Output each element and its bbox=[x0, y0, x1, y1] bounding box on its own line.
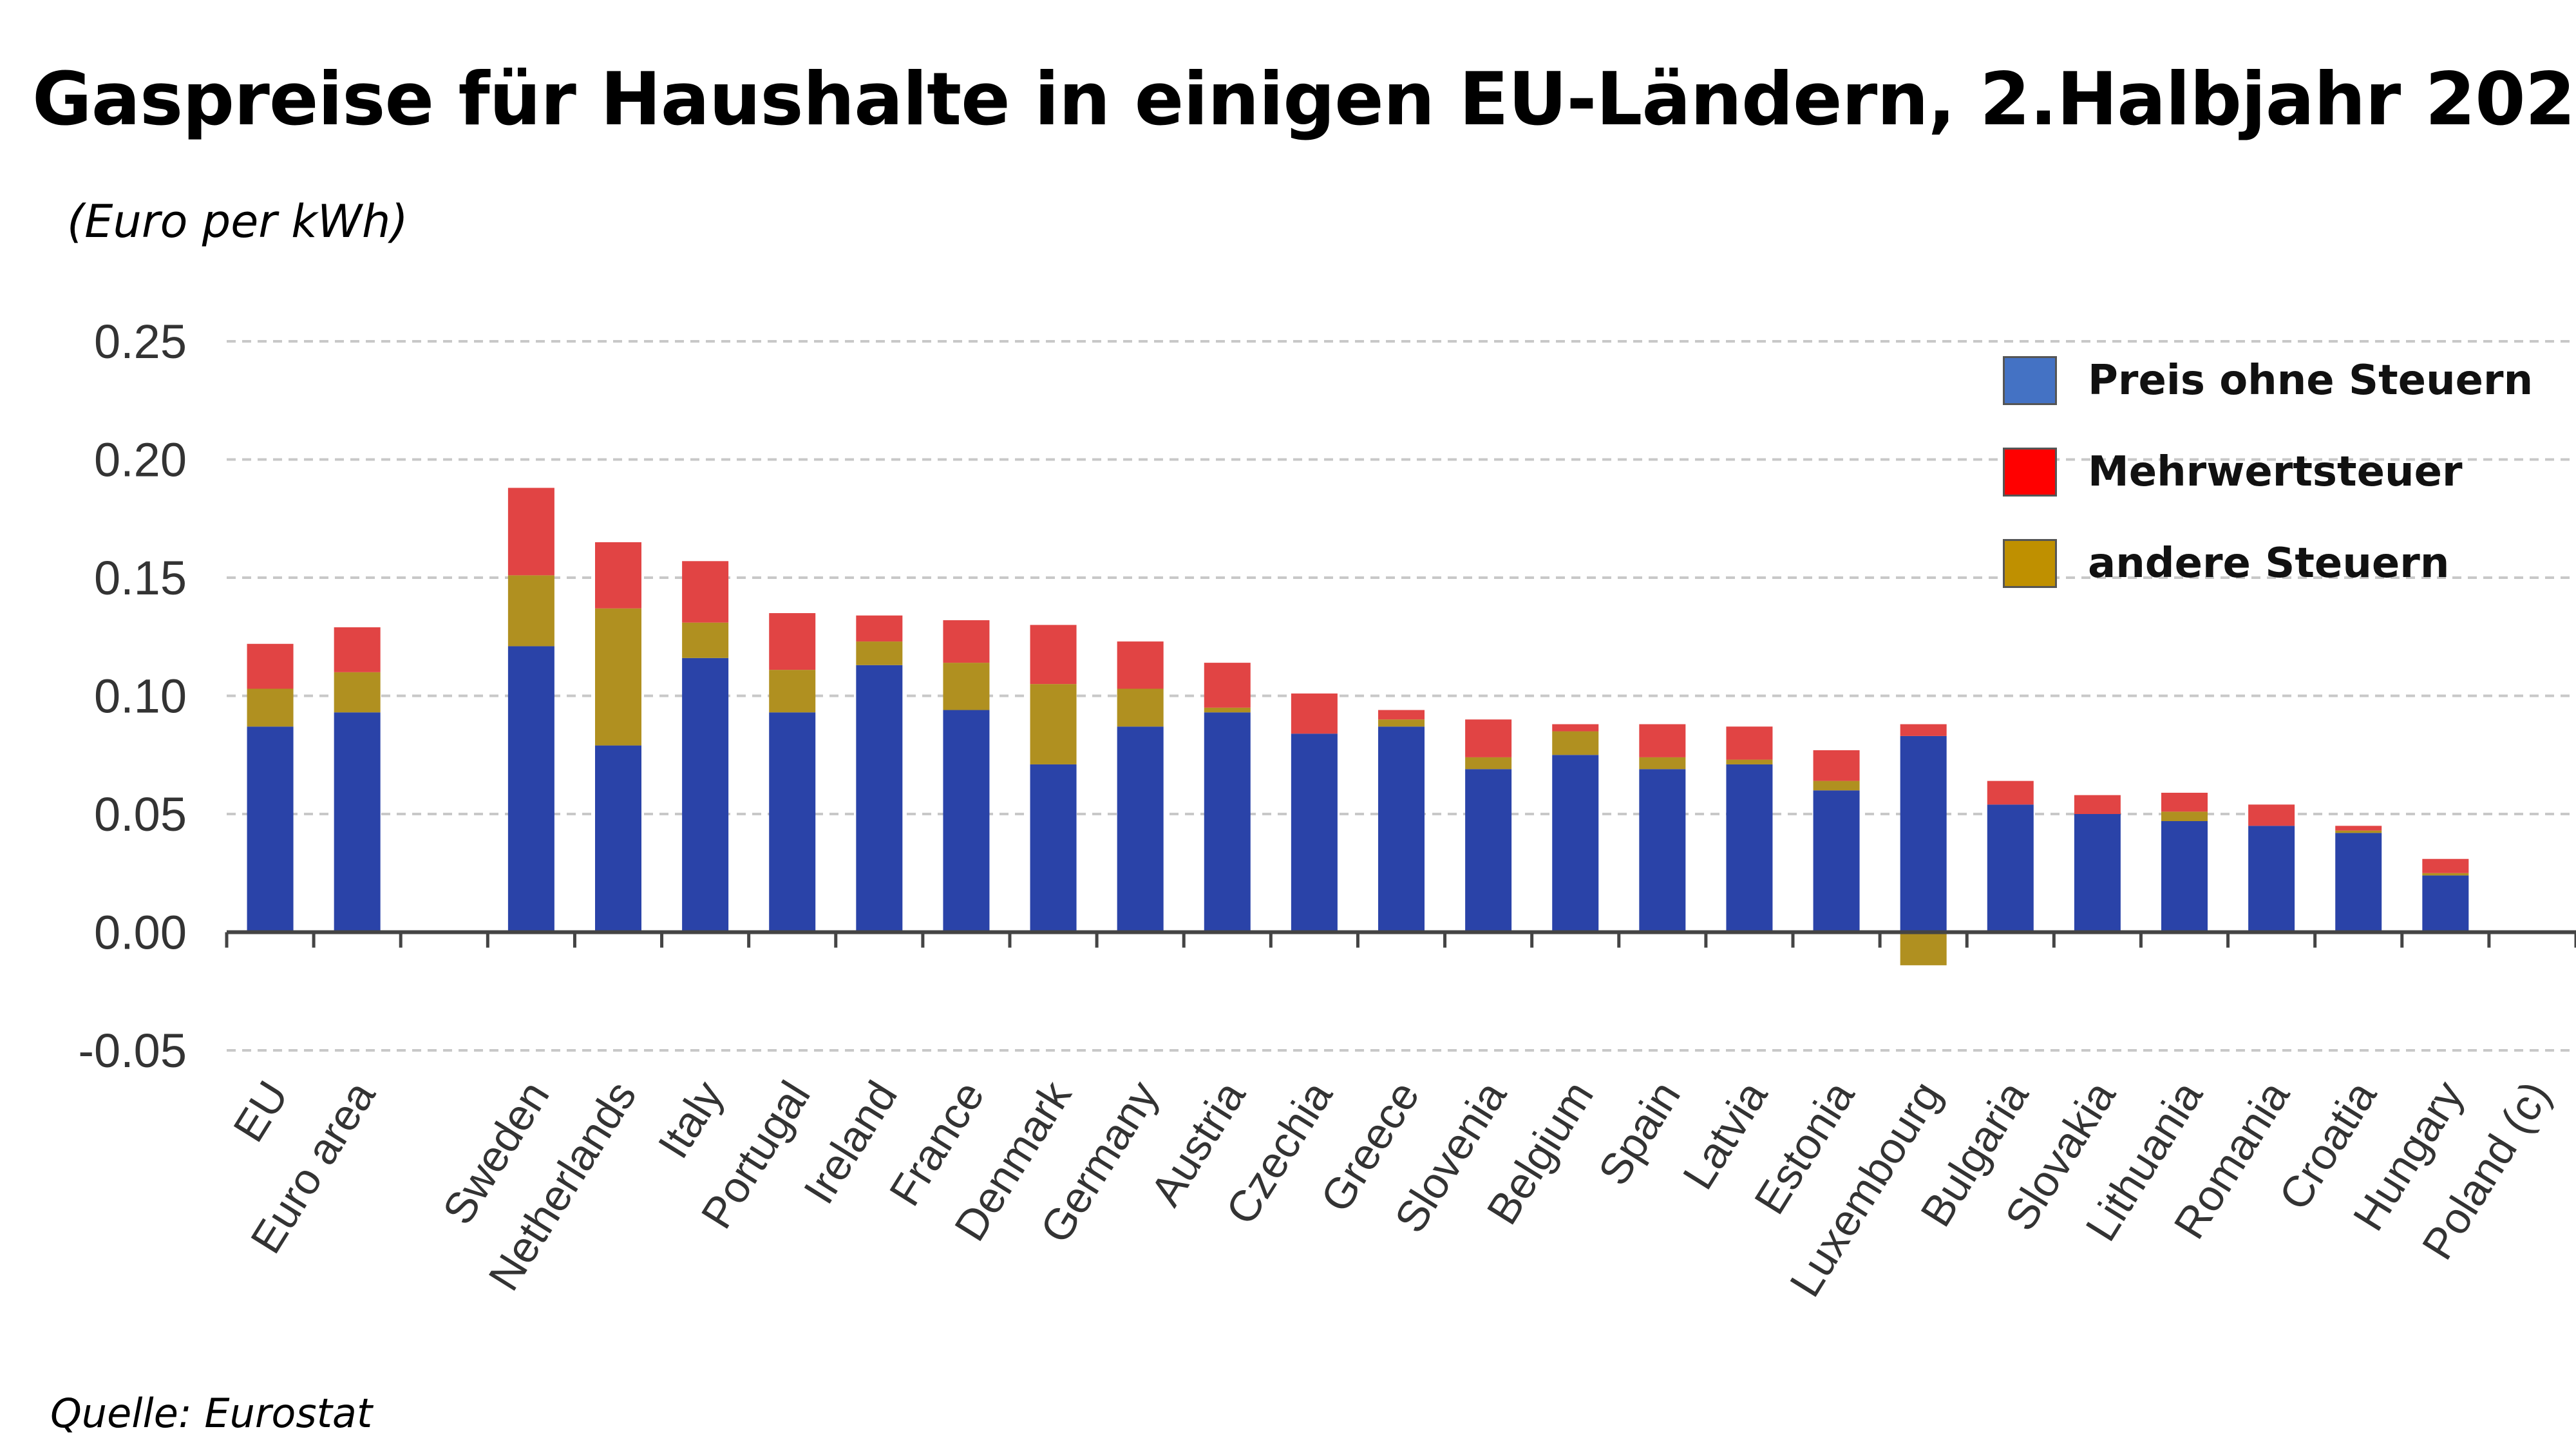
bar-segment bbox=[1900, 932, 1947, 965]
unit-label: (Euro per kWh) bbox=[67, 195, 408, 248]
bar-segment bbox=[1726, 726, 1773, 760]
bar-segment bbox=[1465, 719, 1512, 757]
bar-segment bbox=[682, 561, 729, 623]
legend-label: Preis ohne Steuern bbox=[2088, 357, 2533, 404]
legend: Preis ohne Steuern Mehrwertsteuer andere S… bbox=[2003, 335, 2533, 609]
x-tick-label: EU bbox=[224, 1073, 298, 1150]
bar-segment bbox=[1204, 707, 1251, 713]
bar-segment bbox=[2248, 804, 2295, 826]
legend-label: andere Steuern bbox=[2088, 540, 2450, 587]
bar-segment bbox=[1639, 724, 1686, 757]
bar-segment bbox=[247, 688, 294, 727]
bar-segment bbox=[334, 627, 381, 672]
bar-segment bbox=[507, 488, 554, 576]
bar-segment bbox=[1030, 764, 1077, 933]
bar-segment bbox=[1726, 759, 1773, 764]
bar-segment bbox=[1900, 735, 1947, 933]
y-tick-label: 0.15 bbox=[94, 551, 187, 605]
bar-segment bbox=[1813, 781, 1860, 791]
y-tick-label: 0.25 bbox=[94, 315, 187, 368]
bar-segment bbox=[334, 672, 381, 713]
legend-swatch bbox=[2003, 356, 2057, 405]
bar-segment bbox=[2074, 814, 2121, 933]
bar-segment bbox=[507, 646, 554, 933]
bar-segment bbox=[334, 712, 381, 933]
y-tick-label: 0.05 bbox=[94, 788, 187, 841]
bar-segment bbox=[1465, 757, 1512, 770]
legend-item: Mehrwertsteuer bbox=[2003, 426, 2533, 518]
y-tick-label: 0.00 bbox=[94, 906, 187, 960]
bar-segment bbox=[247, 726, 294, 933]
bar-segment bbox=[1117, 688, 1164, 727]
bar-segment bbox=[595, 542, 641, 609]
bars bbox=[247, 488, 2469, 965]
bar-segment bbox=[856, 615, 903, 642]
x-tick-label: Italy bbox=[649, 1073, 733, 1167]
bar-segment bbox=[1813, 790, 1860, 933]
bar-segment bbox=[2335, 826, 2382, 831]
bar-segment bbox=[1552, 731, 1599, 755]
bar-segment bbox=[1030, 625, 1077, 685]
bar-segment bbox=[2422, 875, 2469, 933]
bar-segment bbox=[1987, 781, 2034, 805]
y-tick-label: 0.20 bbox=[94, 433, 187, 487]
bar-segment bbox=[1378, 719, 1425, 727]
x-tick-label: Spain bbox=[1589, 1073, 1690, 1194]
bar-segment bbox=[507, 575, 554, 647]
chart-title: Gaspreise für Haushalte in einigen EU-Lä… bbox=[32, 57, 2576, 142]
bar-segment bbox=[1987, 804, 2034, 933]
bar-segment bbox=[769, 613, 816, 670]
bar-segment bbox=[1117, 641, 1164, 689]
bar-segment bbox=[1639, 757, 1686, 770]
bar-segment bbox=[1900, 724, 1947, 736]
bar-segment bbox=[1465, 769, 1512, 933]
source-label: Quelle: Eurostat bbox=[50, 1390, 373, 1437]
legend-item: andere Steuern bbox=[2003, 518, 2533, 609]
bar-segment bbox=[1291, 693, 1338, 734]
bar-segment bbox=[2161, 821, 2208, 933]
bar-segment bbox=[1291, 734, 1338, 933]
bar-segment bbox=[1813, 750, 1860, 781]
bar-segment bbox=[1204, 712, 1251, 933]
bar-segment bbox=[1639, 769, 1686, 933]
bar-segment bbox=[856, 665, 903, 933]
legend-label: Mehrwertsteuer bbox=[2088, 448, 2463, 496]
bar-segment bbox=[2422, 873, 2469, 876]
bar-segment bbox=[769, 670, 816, 713]
bar-segment bbox=[595, 745, 641, 933]
bar-segment bbox=[2422, 858, 2469, 873]
bar-segment bbox=[1117, 726, 1164, 933]
legend-swatch bbox=[2003, 448, 2057, 497]
legend-swatch bbox=[2003, 539, 2057, 588]
bar-segment bbox=[943, 710, 990, 933]
bar-segment bbox=[943, 663, 990, 710]
bar-segment bbox=[1552, 755, 1599, 933]
x-axis bbox=[225, 930, 2576, 948]
bar-segment bbox=[2074, 795, 2121, 814]
bar-segment bbox=[2161, 792, 2208, 812]
bar-segment bbox=[1726, 764, 1773, 933]
bar-segment bbox=[595, 608, 641, 746]
bar-segment bbox=[682, 658, 729, 933]
bar-segment bbox=[943, 620, 990, 663]
bar-segment bbox=[1030, 684, 1077, 764]
bar-segment bbox=[1378, 710, 1425, 720]
bar-segment bbox=[1552, 724, 1599, 732]
bar-segment bbox=[2161, 811, 2208, 822]
bar-segment bbox=[856, 641, 903, 665]
bar-segment bbox=[247, 643, 294, 689]
bar-segment bbox=[682, 622, 729, 658]
bar-segment bbox=[1378, 726, 1425, 933]
y-axis-ticks: 0.25 0.20 0.15 0.10 0.05 0.00 -0.05 bbox=[78, 315, 187, 1077]
bar-segment bbox=[2335, 830, 2382, 833]
legend-item: Preis ohne Steuern bbox=[2003, 335, 2533, 426]
bar-segment bbox=[1204, 663, 1251, 708]
y-tick-label: 0.10 bbox=[94, 670, 187, 723]
bar-segment bbox=[2248, 826, 2295, 933]
y-tick-label: -0.05 bbox=[78, 1024, 187, 1077]
bar-segment bbox=[2335, 833, 2382, 933]
bar-segment bbox=[769, 712, 816, 933]
